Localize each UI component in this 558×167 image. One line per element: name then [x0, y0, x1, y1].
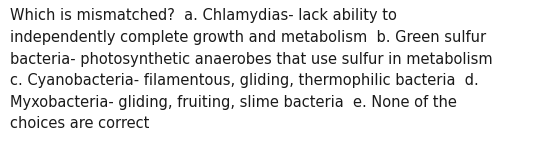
Text: Which is mismatched?  a. Chlamydias- lack ability to
independently complete grow: Which is mismatched? a. Chlamydias- lack… — [10, 8, 493, 131]
